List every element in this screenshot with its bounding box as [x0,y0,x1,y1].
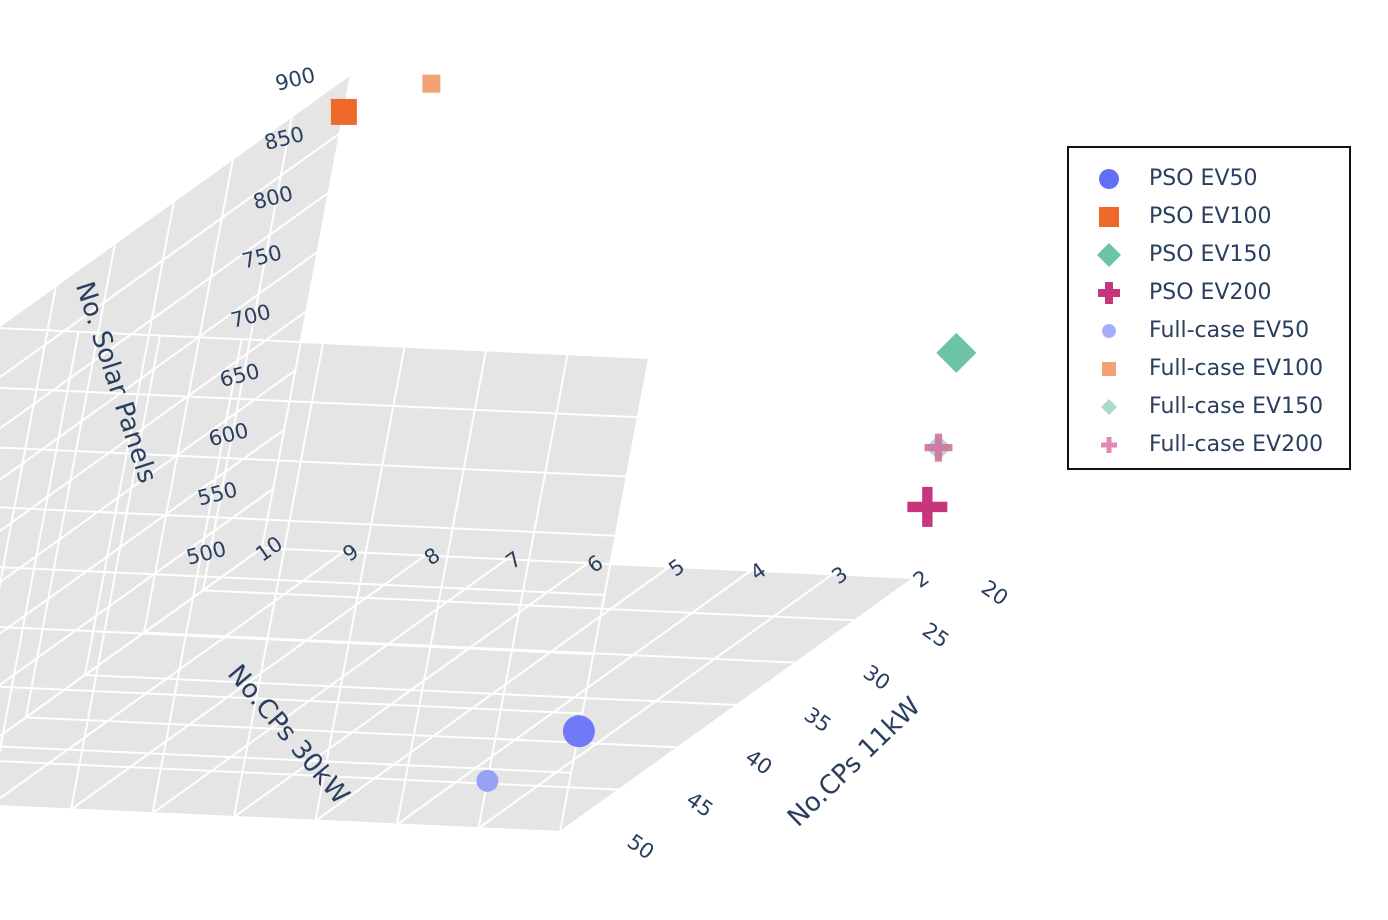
legend: PSO EV50 PSO EV100 PSO EV150 PSO EV200 F… [1067,146,1351,470]
legend-item-pso-ev50[interactable]: PSO EV50 [1069,160,1349,198]
z-gridline [0,487,274,686]
y-gridline [559,577,915,833]
y-gridline [314,565,671,822]
z-gridline [0,745,572,774]
y-gridline [233,562,589,818]
legend-label: Full-case EV150 [1149,394,1324,419]
z-gridline [0,446,627,478]
legend-item-pso-ev200[interactable]: PSO EV200 [1069,274,1349,312]
data-point-full-case-ev100[interactable] [422,74,441,93]
cross-marker-icon [1101,437,1117,453]
square-marker-icon [1099,207,1119,227]
z-gridline [0,132,341,379]
y-tick-label: 2 [909,565,934,592]
y-gridline [0,550,345,800]
legend-item-full-case-ev150[interactable]: Full-case EV150 [1069,388,1349,426]
x-tick-label: 30 [859,660,895,695]
legend-item-pso-ev150[interactable]: PSO EV150 [1069,236,1349,274]
z-tick-label: 900 [273,63,318,96]
z-gridline [0,327,650,359]
circle-marker-icon [1099,169,1119,189]
x-tick-label: 45 [682,787,718,822]
z-gridline [0,73,352,328]
legend-item-full-case-ev200[interactable]: Full-case EV200 [1069,426,1349,464]
x-tick-label: 40 [741,745,777,780]
legend-item-pso-ev100[interactable]: PSO EV100 [1069,198,1349,236]
cross-marker-icon [1098,282,1120,304]
z-gridline [0,250,319,481]
y-gridline [396,569,752,826]
x-tick-label: 50 [623,829,659,864]
data-point-pso-ev100[interactable] [330,98,357,125]
diamond-marker-icon [1101,399,1117,415]
z-gridline [0,805,561,833]
z-gridline [0,428,285,635]
z-gridline [0,386,638,419]
z-gridline [0,566,605,596]
data-points[interactable] [330,74,977,792]
scatter3d-plot[interactable]: 2025303540455023456789105005506006507007… [0,0,1060,920]
z-gridline [0,685,583,715]
legend-item-full-case-ev100[interactable]: Full-case EV100 [1069,350,1349,388]
legend-label: PSO EV150 [1149,242,1272,267]
diamond-marker-icon [1097,243,1121,267]
data-point-full-case-ev50[interactable] [476,769,499,792]
x-tick-label: 20 [977,575,1013,610]
z-gridline [0,547,263,738]
square-marker-icon [1102,362,1116,376]
x-axis-title: No.CPs 11kW [782,692,927,833]
z-gridline [0,191,330,430]
legend-label: PSO EV100 [1149,204,1272,229]
z-gridline [0,310,308,533]
legend-label: PSO EV200 [1149,280,1272,305]
legend-label: Full-case EV50 [1149,318,1310,343]
x-tick-label: 25 [918,618,954,653]
y-gridline [151,558,508,815]
data-point-full-case-ev200[interactable] [924,433,953,462]
legend-item-full-case-ev50[interactable]: Full-case EV50 [1069,312,1349,350]
circle-marker-icon [1102,324,1116,338]
x-tick-label: 35 [800,702,836,737]
data-point-pso-ev50[interactable] [562,715,595,748]
z-gridline [0,625,594,656]
y-gridline [477,573,834,830]
z-gridline [0,369,296,584]
data-point-pso-ev200[interactable] [907,486,948,527]
grid-lines [0,73,915,833]
z-gridline [0,506,616,537]
legend-label: Full-case EV100 [1149,356,1324,381]
legend-label: Full-case EV200 [1149,432,1324,457]
y-gridline [70,554,426,811]
data-point-pso-ev150[interactable] [936,332,977,373]
legend-label: PSO EV50 [1149,166,1258,191]
